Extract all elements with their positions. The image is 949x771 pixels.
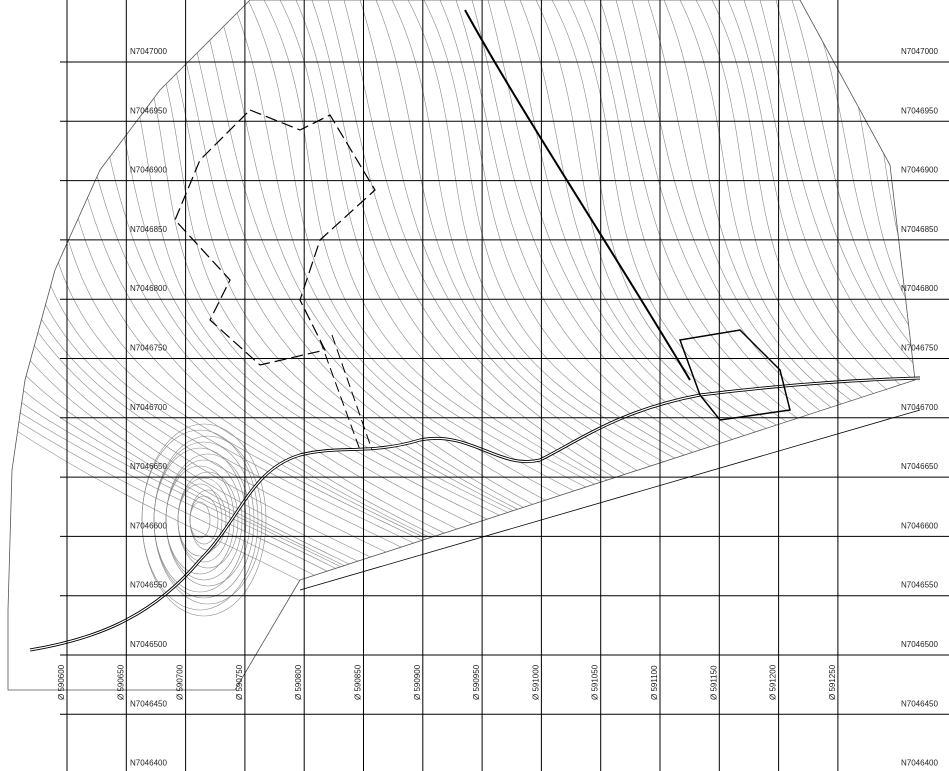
contour-line xyxy=(327,0,915,690)
contour-ring xyxy=(153,435,263,605)
contour-line xyxy=(615,0,915,690)
northing-label: N7047000 xyxy=(130,47,167,56)
contour-line xyxy=(823,0,915,690)
contour-line xyxy=(375,0,915,690)
contour-line xyxy=(423,0,915,690)
northing-label: N7046800 xyxy=(130,284,167,293)
contour-line xyxy=(535,0,915,690)
contour-ring xyxy=(177,471,239,569)
contour-line xyxy=(8,0,677,690)
contour-line xyxy=(151,0,853,690)
easting-label: Ø 591200 xyxy=(769,664,778,700)
easting-label: Ø 590950 xyxy=(472,664,481,700)
easting-label: Ø 590750 xyxy=(235,664,244,700)
contour-line xyxy=(743,0,915,690)
northing-label: N7046400 xyxy=(130,759,167,768)
easting-label: Ø 591250 xyxy=(828,664,837,700)
northing-label: N7046600 xyxy=(130,521,167,530)
contour-line xyxy=(455,0,915,690)
contour-line xyxy=(759,0,915,690)
contour-line xyxy=(8,0,517,690)
contour-line xyxy=(23,0,725,690)
contour-line xyxy=(8,0,565,690)
contour-line xyxy=(439,0,915,690)
contour-line xyxy=(551,0,915,690)
northing-label: N7046450 xyxy=(130,699,167,708)
northing-label: N7046700 xyxy=(901,403,938,412)
contour-line xyxy=(807,0,915,690)
contour-line xyxy=(8,0,533,690)
contour-line xyxy=(279,0,915,690)
contour-line xyxy=(567,0,915,690)
northing-label: N7046650 xyxy=(901,462,938,471)
northing-label: N7046950 xyxy=(130,106,167,115)
contour-line xyxy=(295,0,915,690)
contour-line xyxy=(727,0,915,690)
contour-ring xyxy=(141,423,267,617)
easting-label: Ø 590900 xyxy=(413,664,422,700)
survey-boundary xyxy=(7,0,916,691)
northing-label: N7046700 xyxy=(130,403,167,412)
northing-label: N7047000 xyxy=(901,47,938,56)
contour-line xyxy=(263,0,915,690)
easting-label: Ø 590650 xyxy=(116,664,125,700)
contour-line xyxy=(8,0,693,690)
easting-label: Ø 591000 xyxy=(531,664,540,700)
contour-line xyxy=(503,0,915,690)
northing-label: N7046500 xyxy=(130,640,167,649)
outline xyxy=(174,109,376,366)
contour-line xyxy=(519,0,915,690)
contour-line xyxy=(8,0,501,690)
northing-label: N7046500 xyxy=(901,640,938,649)
easting-label: Ø 590700 xyxy=(176,664,185,700)
contour-line xyxy=(167,0,869,690)
northing-label: N7046750 xyxy=(901,344,938,353)
grid: Ø 590600 Ø 590650 Ø 590700 Ø 590750 Ø 590800… xyxy=(57,0,949,771)
contour-line xyxy=(8,0,597,690)
contour-line xyxy=(407,0,915,690)
northing-label: N7046950 xyxy=(901,106,938,115)
contour-line xyxy=(391,0,915,690)
contour-line xyxy=(359,0,915,690)
contour-line xyxy=(311,0,915,690)
contour-line xyxy=(791,0,915,690)
easting-label: Ø 590850 xyxy=(354,664,363,700)
northing-label: N7046850 xyxy=(901,225,938,234)
contour-line xyxy=(8,0,629,690)
contour-ring xyxy=(153,441,255,599)
northing-label: N7046800 xyxy=(901,284,938,293)
contour-line xyxy=(471,0,915,690)
contour-line xyxy=(487,0,915,690)
northing-label: N7046450 xyxy=(901,699,938,708)
contour-ring xyxy=(165,453,251,587)
contour-line xyxy=(8,0,661,690)
contour-line xyxy=(8,0,645,690)
contour-line xyxy=(583,0,915,690)
northing-label: N7046900 xyxy=(130,166,167,175)
northing-label: N7046550 xyxy=(901,581,938,590)
line xyxy=(299,409,921,591)
track xyxy=(464,9,691,381)
northing-label: N7046850 xyxy=(130,225,167,234)
northing-label: N7046400 xyxy=(901,759,938,768)
easting-label: Ø 590800 xyxy=(294,664,303,700)
northing-label: N7046600 xyxy=(901,521,938,530)
easting-label: Ø 591100 xyxy=(650,665,659,700)
contour-line xyxy=(775,0,915,690)
contour-line xyxy=(8,0,581,690)
contour-line xyxy=(8,0,709,690)
easting-label: Ø 590600 xyxy=(57,664,66,700)
northing-label: N7046550 xyxy=(130,581,167,590)
easting-label: Ø 591150 xyxy=(709,665,718,700)
contour-line xyxy=(135,0,837,690)
road-center xyxy=(29,377,921,651)
northing-label: N7046750 xyxy=(130,344,167,353)
northing-label: N7046900 xyxy=(901,166,938,175)
easting-label: Ø 591050 xyxy=(591,664,600,700)
site xyxy=(678,329,791,421)
northing-label: N7046650 xyxy=(130,462,167,471)
contour-line xyxy=(8,0,549,690)
